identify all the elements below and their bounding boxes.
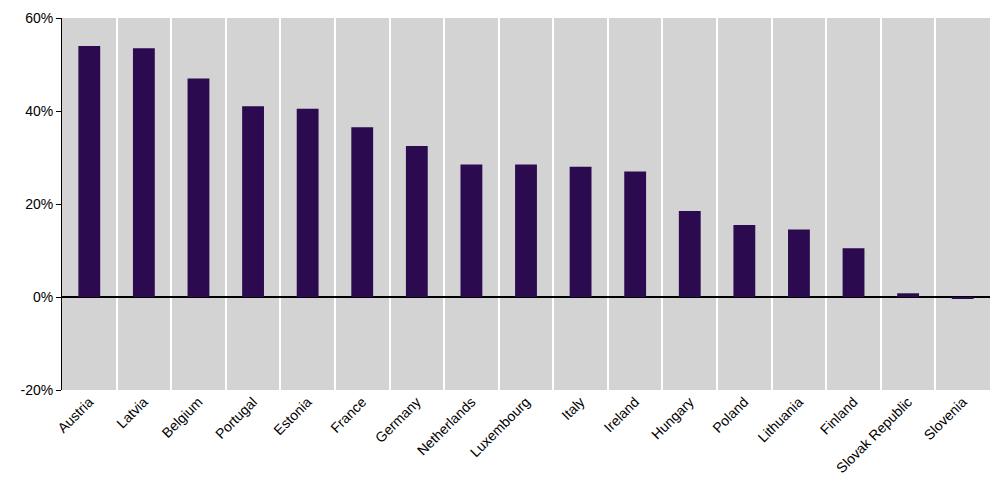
svg-text:40%: 40% <box>25 103 53 119</box>
svg-text:Italy: Italy <box>558 394 587 423</box>
svg-text:Luxembourg: Luxembourg <box>467 394 533 460</box>
svg-text:Austria: Austria <box>54 394 96 436</box>
svg-text:Netherlands: Netherlands <box>414 394 479 459</box>
svg-text:Slovak Republic: Slovak Republic <box>833 394 915 476</box>
svg-text:Belgium: Belgium <box>158 394 205 441</box>
svg-text:Latvia: Latvia <box>113 394 151 432</box>
svg-text:Slovenia: Slovenia <box>920 394 969 443</box>
svg-text:-20%: -20% <box>21 382 54 398</box>
svg-text:Lithuania: Lithuania <box>755 394 807 446</box>
svg-text:Germany: Germany <box>372 394 424 446</box>
svg-text:Poland: Poland <box>709 394 751 436</box>
svg-text:Estonia: Estonia <box>270 394 314 438</box>
svg-text:0%: 0% <box>33 289 53 305</box>
svg-text:20%: 20% <box>25 196 53 212</box>
svg-text:Ireland: Ireland <box>601 394 643 436</box>
svg-text:60%: 60% <box>25 10 53 26</box>
svg-text:Finland: Finland <box>817 394 861 438</box>
svg-text:Portugal: Portugal <box>212 394 260 442</box>
svg-text:Hungary: Hungary <box>648 394 697 443</box>
svg-text:France: France <box>327 394 369 436</box>
